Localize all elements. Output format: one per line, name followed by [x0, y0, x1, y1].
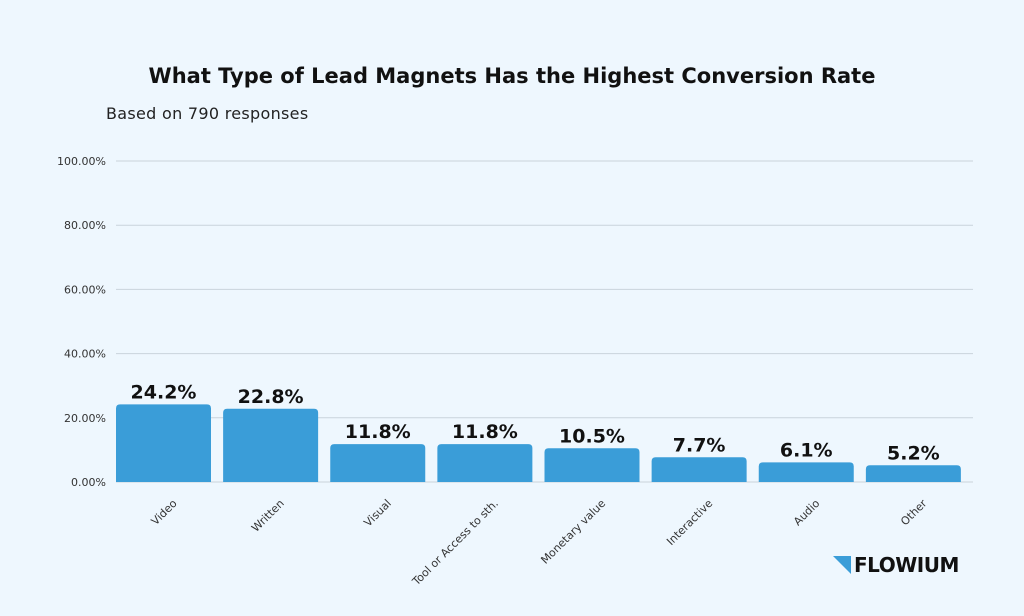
data-label: 22.8%	[238, 386, 304, 408]
x-tick-label: Video	[149, 497, 180, 528]
bar	[437, 444, 533, 482]
y-tick-label: 60.00%	[64, 283, 106, 296]
data-label: 5.2%	[887, 442, 940, 464]
logo-text: FLOWIUM	[854, 553, 959, 577]
x-tick-label: Written	[249, 497, 287, 535]
x-tick-label: Audio	[791, 497, 822, 528]
bar	[116, 404, 211, 482]
y-tick-label: 80.00%	[64, 219, 106, 232]
data-label: 11.8%	[345, 421, 411, 443]
data-label: 10.5%	[559, 425, 625, 447]
x-tick-label: Monetary value	[538, 497, 608, 567]
data-label: 7.7%	[673, 434, 726, 456]
chart-title: What Type of Lead Magnets Has the Highes…	[148, 64, 876, 88]
flowium-logo: FLOWIUM	[833, 553, 959, 577]
data-label: 24.2%	[131, 381, 197, 403]
chart-subtitle: Based on 790 responses	[106, 104, 309, 123]
x-tick-label: Other	[898, 497, 930, 529]
bar	[544, 448, 640, 482]
bar	[651, 457, 747, 482]
data-label: 11.8%	[452, 421, 518, 443]
bar	[758, 462, 854, 482]
y-tick-label: 20.00%	[64, 412, 106, 425]
data-label: 6.1%	[780, 439, 833, 461]
y-tick-label: 40.00%	[64, 348, 106, 361]
bar	[330, 444, 426, 482]
y-tick-label: 0.00%	[71, 476, 106, 489]
y-tick-label: 100.00%	[57, 155, 106, 168]
x-tick-label: Visual	[361, 497, 393, 529]
x-tick-label: Tool or Access to sth.	[409, 497, 501, 589]
flowium-logo-icon	[833, 556, 851, 574]
x-tick-label: Interactive	[664, 497, 715, 548]
bar	[223, 408, 319, 482]
bar	[865, 465, 961, 482]
